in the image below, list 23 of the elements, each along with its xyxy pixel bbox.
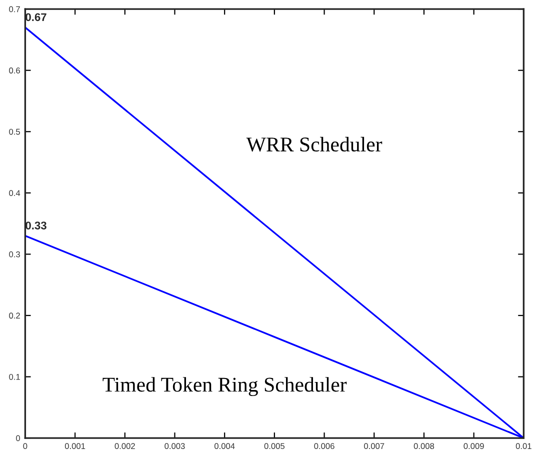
x-tick-label: 0.007 bbox=[364, 443, 384, 450]
y-tick-label: 0.1 bbox=[9, 374, 20, 380]
y-tick-label: 0.6 bbox=[9, 68, 20, 74]
y-tick-label: 0.4 bbox=[9, 190, 20, 196]
x-tick-label: 0.001 bbox=[64, 443, 86, 450]
y-tick-label: 0.5 bbox=[9, 128, 20, 135]
x-tick-label: 0.006 bbox=[314, 443, 334, 450]
annotation: 0.33 bbox=[26, 222, 46, 230]
x-tick-label: 0.002 bbox=[114, 443, 135, 450]
x-tick-label: 0.008 bbox=[414, 443, 434, 450]
series-label: Timed Token Ring Scheduler bbox=[102, 377, 347, 396]
x-tick-label: 0 bbox=[23, 443, 28, 450]
x-tick-label: 0.003 bbox=[164, 443, 185, 450]
x-tick-label: 0.004 bbox=[214, 443, 235, 450]
y-tick-label: 0.7 bbox=[9, 6, 20, 12]
text: WRR Scheduler bbox=[246, 136, 382, 152]
x-tick-label: 0.005 bbox=[264, 443, 285, 450]
y-tick-label: 0 bbox=[16, 435, 20, 442]
y-tick-label: 0.2 bbox=[9, 312, 20, 319]
x-tick-label: 0.01 bbox=[516, 443, 532, 450]
annotation: 0.67 bbox=[26, 13, 46, 22]
x-tick-label: 0.009 bbox=[464, 443, 484, 450]
y-tick-label: 0.3 bbox=[9, 251, 20, 258]
